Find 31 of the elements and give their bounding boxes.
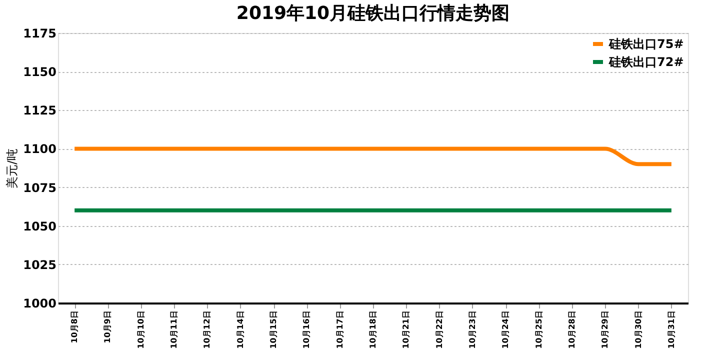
x-tick-label: 10月22日 bbox=[434, 310, 444, 349]
x-tick-label: 10月29日 bbox=[600, 310, 610, 349]
y-axis-title: 美元/吨 bbox=[5, 148, 20, 189]
x-tick-label: 10月23日 bbox=[468, 310, 477, 349]
x-tick-label: 10月8日 bbox=[70, 310, 80, 344]
y-tick-label: 1175 bbox=[23, 26, 56, 40]
x-tick-label: 10月9日 bbox=[103, 310, 112, 344]
x-tick-label: 10月17日 bbox=[335, 310, 344, 349]
y-tick-label: 1050 bbox=[23, 219, 56, 234]
x-tick-label: 10月25日 bbox=[534, 310, 544, 349]
y-tick-label: 1125 bbox=[23, 104, 56, 118]
x-tick-label: 10月28日 bbox=[567, 310, 576, 349]
x-tick-label: 10月24日 bbox=[501, 310, 510, 349]
y-tick-label: 1100 bbox=[23, 142, 56, 156]
y-tick-label: 1000 bbox=[23, 296, 56, 310]
y-tick-label: 1075 bbox=[23, 180, 56, 195]
x-tick-label: 10月30日 bbox=[634, 310, 643, 349]
x-tick-label: 10月31日 bbox=[666, 310, 676, 349]
y-tick-label: 1025 bbox=[23, 258, 56, 272]
y-tick-label: 1150 bbox=[23, 65, 56, 80]
x-tick-label: 10月12日 bbox=[202, 310, 212, 349]
x-tick-label: 10月21日 bbox=[402, 310, 411, 349]
chart-title: 2019年10月硅铁出口行情走势图 bbox=[236, 3, 510, 24]
x-tick-label: 10月15日 bbox=[269, 310, 278, 349]
legend-label: 硅铁出口75# bbox=[608, 37, 684, 51]
legend-label: 硅铁出口72# bbox=[608, 55, 684, 69]
x-tick-label: 10月11日 bbox=[170, 310, 179, 349]
x-tick-label: 10月18日 bbox=[368, 310, 378, 349]
x-tick-label: 10月10日 bbox=[136, 310, 146, 349]
x-tick-label: 10月16日 bbox=[302, 310, 312, 349]
x-tick-label: 10月14日 bbox=[236, 310, 245, 349]
